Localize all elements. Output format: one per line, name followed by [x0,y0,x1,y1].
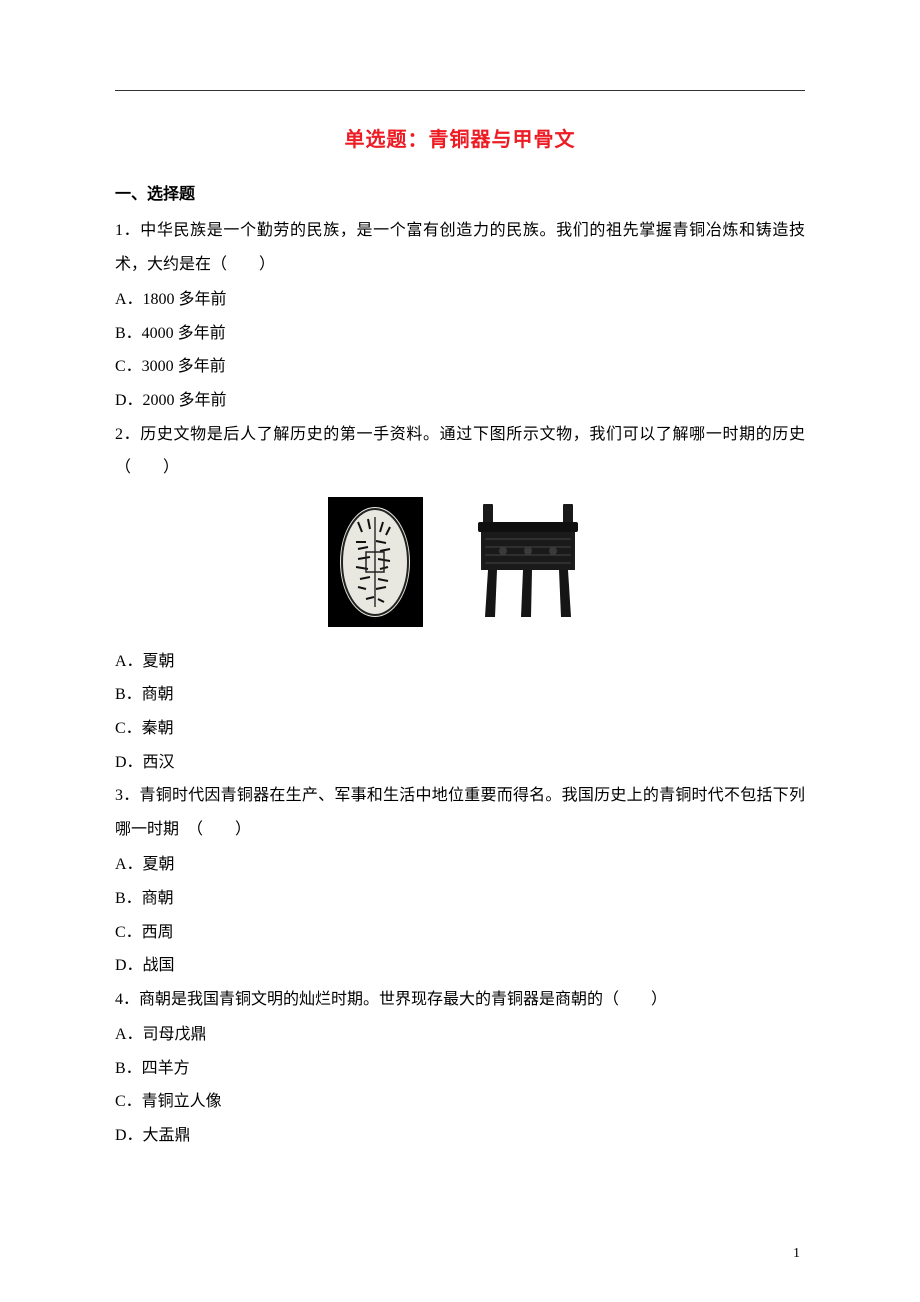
artifact-images [115,497,805,627]
bronze-ding-image [463,499,593,624]
question-4-option-a: A．司母戊鼎 [115,1018,805,1052]
page-number: 1 [793,1246,800,1262]
question-2-option-c: C．秦朝 [115,712,805,746]
question-1-option-b: B．4000 多年前 [115,317,805,351]
question-3-stem: 3．青铜时代因青铜器在生产、军事和生活中地位重要而得名。我国历史上的青铜时代不包… [115,779,805,846]
oracle-bone-image [328,497,423,627]
question-3-option-a: A．夏朝 [115,848,805,882]
question-2-stem: 2．历史文物是后人了解历史的第一手资料。通过下图所示文物，我们可以了解哪一时期的… [115,418,805,485]
question-4-stem: 4．商朝是我国青铜文明的灿烂时期。世界现存最大的青铜器是商朝的（ ） [115,983,805,1017]
question-3-option-d: D．战国 [115,949,805,983]
question-1-stem: 1．中华民族是一个勤劳的民族，是一个富有创造力的民族。我们的祖先掌握青铜冶炼和铸… [115,214,805,281]
question-3-option-b: B．商朝 [115,882,805,916]
question-1-option-d: D．2000 多年前 [115,384,805,418]
question-1-option-c: C．3000 多年前 [115,350,805,384]
question-1-option-a: A．1800 多年前 [115,283,805,317]
top-separator [115,90,805,91]
page-content: 单选题：青铜器与甲骨文 一、选择题 1．中华民族是一个勤劳的民族，是一个富有创造… [0,0,920,1193]
question-4-option-d: D．大盂鼎 [115,1119,805,1153]
document-title: 单选题：青铜器与甲骨文 [115,123,805,152]
question-4-option-b: B．四羊方 [115,1052,805,1086]
question-3-option-c: C．西周 [115,916,805,950]
question-4-option-c: C．青铜立人像 [115,1085,805,1119]
question-2-option-d: D．西汉 [115,746,805,780]
question-2-option-b: B．商朝 [115,678,805,712]
section-heading: 一、选择题 [115,180,805,204]
question-2-option-a: A．夏朝 [115,645,805,679]
